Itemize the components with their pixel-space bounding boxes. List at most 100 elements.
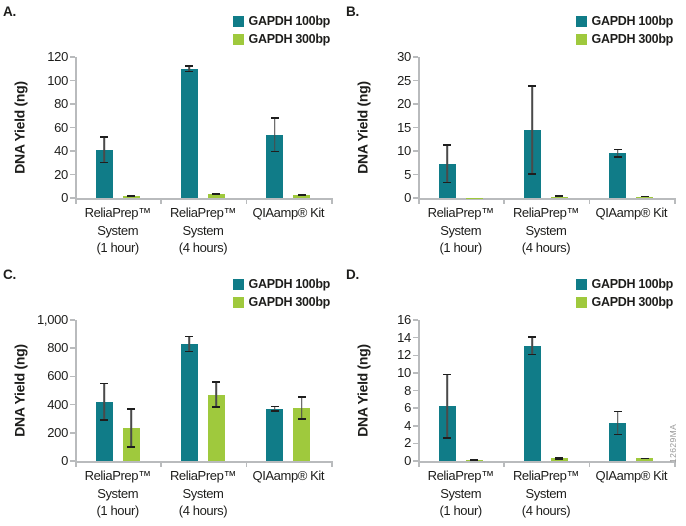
x-axis-line — [75, 461, 332, 463]
error-bar-cap-top — [613, 410, 622, 413]
y-tick-mark — [413, 126, 418, 129]
category-label: ReliaPrep™ System (1 hour) — [427, 205, 494, 255]
y-tick-label: 15 — [397, 119, 411, 135]
error-bar-cap-bottom — [185, 70, 194, 73]
y-tick-label: 400 — [47, 396, 68, 412]
legend-item-gapdh-100bp: GAPDH 100bp — [232, 14, 330, 28]
category-label: ReliaPrep™ System (1 hour) — [427, 468, 494, 518]
y-axis-line — [418, 57, 420, 199]
y-tick-mark — [70, 126, 75, 129]
panel-label: A. — [3, 4, 17, 19]
y-tick-mark — [413, 407, 418, 409]
error-bar-cap-top — [185, 335, 194, 338]
legend-swatch-gapdh-300bp — [232, 33, 244, 45]
bar-gapdh-300bp — [636, 457, 654, 461]
bar-group — [589, 57, 674, 198]
x-axis-tick — [245, 198, 248, 204]
legend-label: GAPDH 100bp — [591, 14, 674, 28]
y-tick-label: 16 — [397, 312, 411, 327]
error-bar — [212, 381, 221, 409]
error-bar — [640, 457, 649, 460]
bar-gapdh-300bp — [207, 193, 225, 198]
category-label: ReliaPrep™ System (4 hours) — [169, 468, 237, 518]
y-tick-mark — [70, 403, 75, 406]
y-tick-mark — [413, 336, 418, 339]
error-bar-cap-top — [528, 335, 537, 338]
legend-item-gapdh-100bp: GAPDH 100bp — [232, 277, 330, 291]
bar-group — [503, 320, 588, 461]
y-tick-mark — [70, 79, 75, 82]
error-bar-line — [215, 381, 218, 409]
y-tick-mark — [70, 347, 75, 349]
y-tick-mark — [413, 56, 418, 58]
legend-swatch-gapdh-300bp — [575, 296, 587, 308]
y-tick-label: 25 — [397, 72, 411, 88]
error-bar-cap-top — [443, 143, 452, 146]
error-bar — [185, 65, 194, 73]
x-axis-tick — [674, 198, 676, 204]
y-tick-mark — [413, 103, 418, 105]
legend-item-gapdh-300bp: GAPDH 300bp — [232, 295, 331, 309]
bar-gapdh-300bp — [122, 195, 140, 198]
y-tick-label: 0 — [61, 190, 68, 205]
x-axis-tick — [160, 198, 162, 204]
plot-area — [418, 320, 674, 461]
error-bar-cap-bottom — [470, 458, 479, 461]
y-tick-mark — [413, 372, 418, 374]
y-tick-mark — [413, 319, 418, 321]
panel-label: D. — [346, 267, 360, 282]
y-tick-mark — [413, 442, 418, 445]
x-axis-tick — [418, 461, 420, 467]
bar-group — [418, 57, 503, 198]
legend-swatch-gapdh-300bp — [232, 296, 244, 308]
bar-gapdh-100bp — [266, 116, 284, 198]
error-bar-cap-bottom — [640, 457, 649, 460]
error-bar — [470, 458, 479, 461]
legend-swatch-gapdh-100bp — [575, 278, 587, 290]
x-axis-tick — [588, 198, 591, 204]
error-bar-cap-bottom — [528, 353, 537, 356]
error-bar-cap-top — [212, 381, 221, 384]
y-tick-mark — [70, 197, 75, 199]
panel-b: B. GAPDH 100bp GAPDH 300bp DNA Yield (ng… — [343, 0, 686, 263]
bar-group — [418, 320, 503, 461]
error-bar-cap-bottom — [270, 410, 279, 412]
category-label: QIAamp® Kit — [252, 205, 325, 220]
error-bar-cap-bottom — [212, 193, 221, 195]
bar-gapdh-300bp — [122, 408, 140, 461]
error-bar-cap-bottom — [185, 350, 194, 353]
error-bar-line — [617, 410, 619, 436]
bar-gapdh-100bp — [438, 373, 456, 461]
error-bar-cap-bottom — [100, 419, 109, 421]
category-label: ReliaPrep™ System (4 hours) — [512, 205, 580, 255]
error-bar — [270, 116, 279, 153]
error-bar-cap-bottom — [613, 156, 622, 159]
error-bar-line — [531, 335, 534, 356]
x-axis-tick — [245, 461, 248, 467]
y-tick-mark — [413, 460, 418, 462]
y-tick-mark — [413, 79, 418, 82]
x-axis-tick — [418, 198, 420, 204]
y-tick-label: 2 — [404, 435, 411, 451]
y-tick-label: 600 — [47, 368, 68, 384]
error-bar-cap-top — [443, 373, 452, 376]
legend-swatch-gapdh-100bp — [232, 278, 244, 290]
panel-c: C. GAPDH 100bp GAPDH 300bp DNA Yield (ng… — [0, 263, 343, 526]
y-tick-label: 14 — [397, 329, 411, 345]
error-bar-line — [103, 382, 105, 421]
error-bar-cap-bottom — [443, 437, 452, 439]
bar-gapdh-100bp — [180, 65, 198, 198]
error-bar — [185, 335, 194, 353]
error-bar — [127, 408, 136, 448]
error-bar — [100, 136, 109, 164]
y-tick-label: 5 — [404, 166, 411, 182]
y-tick-mark — [413, 389, 418, 392]
legend-label: GAPDH 300bp — [248, 295, 331, 309]
error-bar-cap-top — [555, 457, 564, 459]
error-bar — [270, 405, 279, 412]
error-bar-cap-top — [100, 136, 109, 139]
y-tick-mark — [413, 150, 418, 152]
x-axis-tick — [75, 198, 77, 204]
bar-group — [246, 320, 331, 461]
